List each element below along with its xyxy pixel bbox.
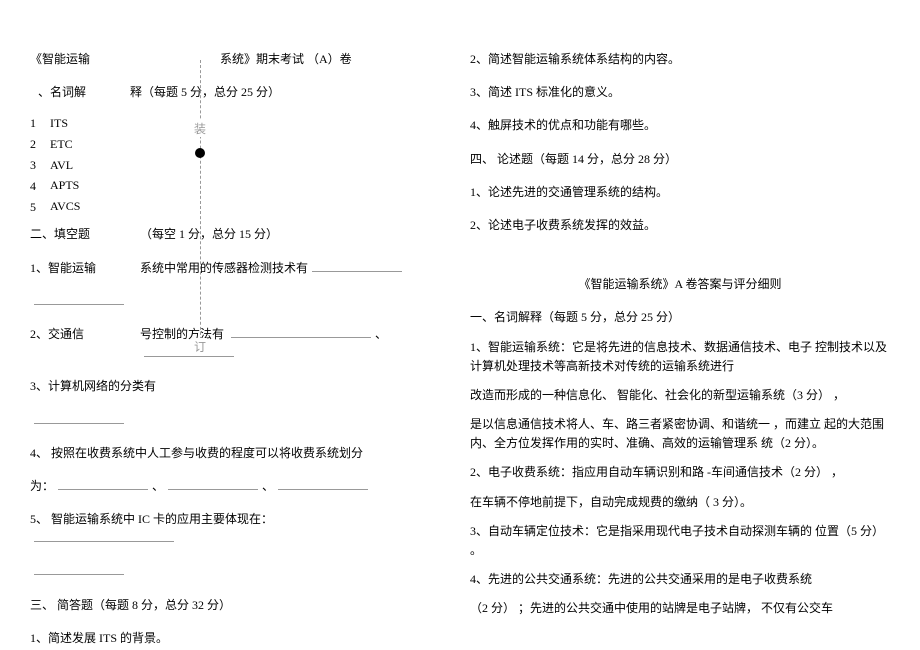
blank [34, 530, 174, 542]
terms-list: 1ITS 2ETC 3AVL 4APTS 5AVCS [30, 116, 420, 215]
left-column: 装 订 《智能运输 系统》期末考试 （A）卷 、名词解 释（每题 5 分，总分 … [30, 50, 450, 620]
blank-row [30, 411, 420, 430]
list-item: 1ITS [30, 116, 420, 131]
title-left: 《智能运输 [30, 50, 120, 69]
list-item: 5AVCS [30, 200, 420, 215]
blank-row [30, 562, 420, 581]
answer-1a: 1、智能运输系统：它是将先进的信息技术、数据通信技术、电子 控制技术以及计算机处… [470, 338, 890, 376]
list-item: 3AVL [30, 158, 420, 173]
fill-q3: 3、计算机网络的分类有 [30, 377, 420, 396]
answer-1b: 改造而形成的一种信息化、 智能化、社会化的新型运输系统（3 分） ， [470, 386, 890, 405]
answer-4b: （2 分） ；先进的公共交通中使用的站牌是电子站牌， 不仅有公交车 [470, 599, 890, 618]
list-item: 4APTS [30, 179, 420, 194]
answer-1c: 是以信息通信技术将人、车、路三者紧密协调、和谐统一 ，而建立 起的大范围内、全方… [470, 415, 890, 453]
sec1-right: 释（每题 5 分，总分 25 分） [120, 83, 420, 102]
short-q1: 1、简述发展 ITS 的背景。 [30, 629, 420, 648]
binding-dot [195, 148, 205, 158]
list-item: 2ETC [30, 137, 420, 152]
short-q3: 3、简述 ITS 标准化的意义。 [470, 83, 890, 102]
blank [278, 478, 368, 490]
blank [58, 478, 148, 490]
blank [312, 260, 402, 272]
blank [168, 478, 258, 490]
fill-q4b: 为：、、 [30, 477, 420, 496]
discuss-q2: 2、论述电子收费系统发挥的效益。 [470, 216, 890, 235]
answer-title: 《智能运输系统》A 卷答案与评分细则 [470, 275, 890, 294]
section-3-heading: 三、 简答题（每题 8 分，总分 32 分） [30, 596, 420, 615]
sec2-left: 二、填空题 [30, 225, 120, 244]
answer-3: 3、自动车辆定位技术：它是指采用现代电子技术自动探测车辆的 位置（5 分） 。 [470, 522, 890, 560]
binding-char-ding: 订 [193, 338, 207, 355]
right-column: 2、简述智能运输系统体系结构的内容。 3、简述 ITS 标准化的意义。 4、触屏… [450, 50, 890, 620]
sec1-left: 、名词解 [30, 83, 120, 102]
discuss-q1: 1、论述先进的交通管理系统的结构。 [470, 183, 890, 202]
blank [231, 326, 371, 338]
binding-line [200, 60, 201, 355]
q2-left: 2、交通信 [30, 325, 120, 363]
short-q2: 2、简述智能运输系统体系结构的内容。 [470, 50, 890, 69]
fill-q2: 2、交通信 号控制的方法有 、 [30, 325, 420, 363]
section-4-heading: 四、 论述题（每题 14 分，总分 28 分） [470, 150, 890, 169]
fill-q5: 5、 智能运输系统中 IC 卡的应用主要体现在： [30, 510, 420, 548]
section-2-heading: 二、填空题 （每空 1 分，总分 15 分） [30, 225, 420, 244]
answer-2a: 2、电子收费系统：指应用自动车辆识别和路 -车间通信技术（2 分） ， [470, 463, 890, 482]
q2-right: 号控制的方法有 、 [120, 325, 420, 363]
title-right: 系统》期末考试 （A）卷 [120, 50, 420, 69]
q1-right: 系统中常用的传感器检测技术有 [120, 259, 420, 278]
answer-2b: 在车辆不停地前提下，自动完成规费的缴纳（ 3 分）。 [470, 493, 890, 512]
answer-4a: 4、先进的公共交通系统：先进的公共交通采用的是电子收费系统 [470, 570, 890, 589]
sec2-right: （每空 1 分，总分 15 分） [120, 225, 420, 244]
section-1-heading: 、名词解 释（每题 5 分，总分 25 分） [30, 83, 420, 102]
blank-row [30, 292, 420, 311]
answer-sec1: 一、名词解释（每题 5 分，总分 25 分） [470, 308, 890, 327]
q1-left: 1、智能运输 [30, 259, 120, 278]
fill-q4a: 4、 按照在收费系统中人工参与收费的程度可以将收费系统划分 [30, 444, 420, 463]
exam-title: 《智能运输 系统》期末考试 （A）卷 [30, 50, 420, 69]
short-q4: 4、触屏技术的优点和功能有哪些。 [470, 116, 890, 135]
binding-char-zhuang: 装 [193, 120, 207, 137]
fill-q1: 1、智能运输 系统中常用的传感器检测技术有 [30, 259, 420, 278]
blank [144, 345, 234, 357]
